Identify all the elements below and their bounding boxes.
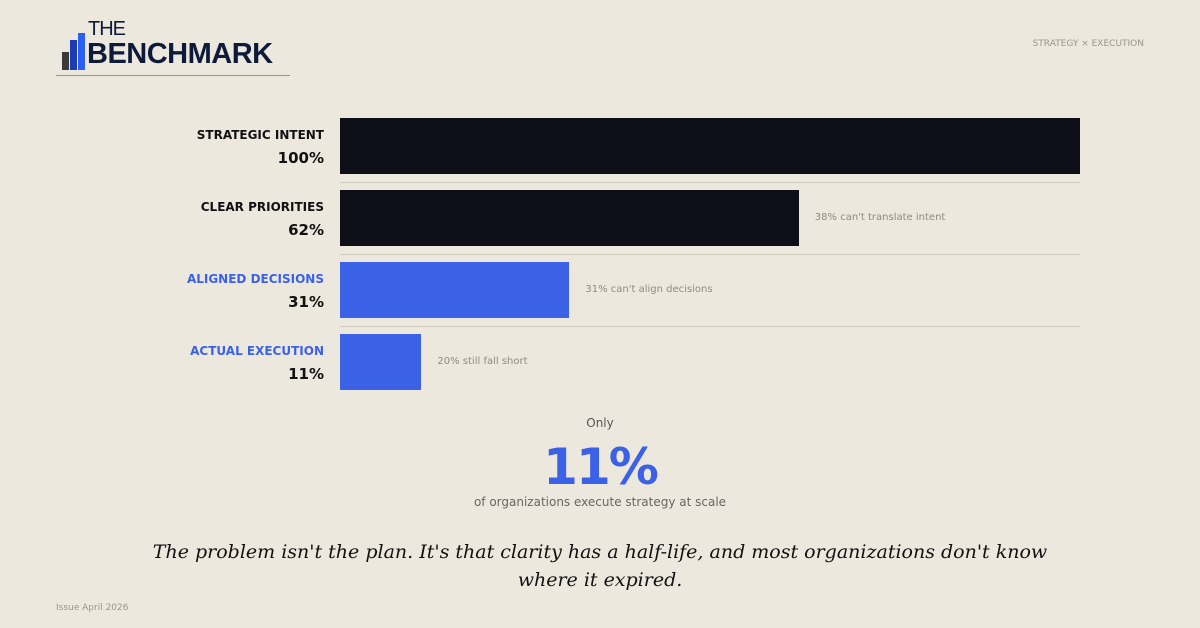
bar-annotation: 31% can't align decisions — [585, 284, 713, 295]
category-label: STRATEGIC INTENT — [196, 128, 324, 142]
pull-quote: The problem isn't the plan. It's that cl… — [152, 541, 1048, 591]
bar-annotation: 20% still fall short — [437, 356, 528, 367]
bar — [340, 190, 799, 246]
logo-bar — [78, 33, 85, 70]
chart-row: ALIGNED DECISIONS 31% 31% can't align deci… — [0, 262, 1200, 318]
logo-bar — [70, 40, 77, 70]
logo: THE BENCHMARK — [60, 19, 290, 70]
chart-row: CLEAR PRIORITIES 62% 38% can't translate i… — [0, 190, 1200, 246]
category-label: ALIGNED DECISIONS — [186, 272, 324, 286]
bar-annotation: 38% can't translate intent — [814, 212, 946, 223]
value-label: 11% — [288, 365, 324, 383]
logo-benchmark: BENCHMARK — [87, 38, 273, 70]
bar — [340, 118, 1080, 174]
value-label: 62% — [288, 221, 324, 239]
row-divider — [340, 182, 1080, 183]
row-divider — [340, 254, 1080, 255]
chart-row: STRATEGIC INTENT 100% — [0, 118, 1200, 174]
logo-the: THE — [88, 18, 126, 40]
logo-bar — [62, 52, 69, 70]
callout-caption: of organizations execute strategy at sca… — [473, 495, 727, 509]
tagline: STRATEGY × EXECUTION — [1032, 39, 1144, 49]
bar — [340, 262, 570, 318]
callout-prefix: Only — [586, 416, 614, 430]
value-label: 100% — [277, 149, 324, 167]
chart-row: ACTUAL EXECUTION 11% 20% still fall short — [0, 334, 1200, 390]
header-divider — [56, 75, 290, 76]
category-label: CLEAR PRIORITIES — [200, 200, 324, 214]
value-label: 31% — [288, 293, 324, 311]
callout-value: 11% — [543, 438, 659, 496]
issue-date: Issue April 2026 — [56, 603, 129, 613]
row-divider — [340, 326, 1080, 327]
bar — [340, 334, 422, 390]
category-label: ACTUAL EXECUTION — [190, 344, 324, 358]
